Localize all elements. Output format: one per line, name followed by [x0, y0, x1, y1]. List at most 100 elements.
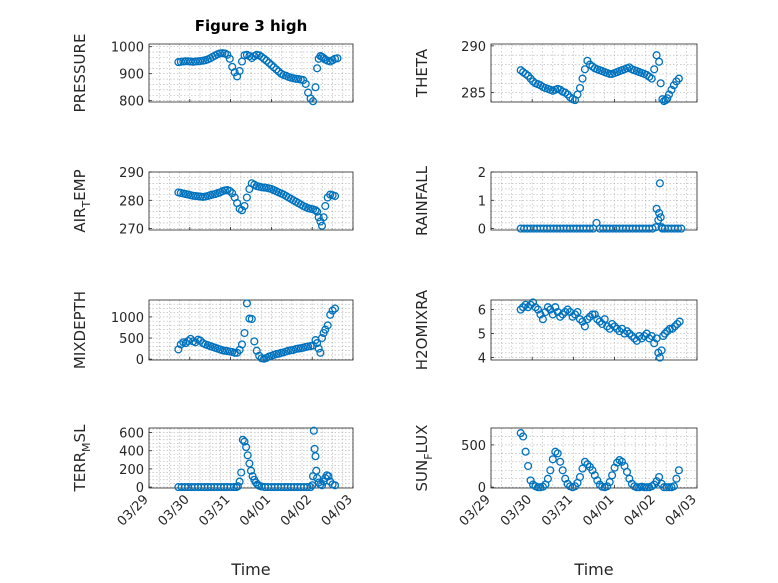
data-point [622, 467, 632, 476]
data-point [543, 474, 552, 483]
data-point [321, 201, 330, 211]
data-point [196, 336, 205, 345]
data-point [309, 426, 318, 435]
axes-frame [148, 299, 354, 361]
data-point [260, 54, 269, 63]
data-point [546, 466, 555, 475]
data-point [657, 346, 666, 355]
data-markers [174, 49, 342, 106]
data-point [242, 443, 251, 452]
data-point [247, 314, 256, 324]
data-point [635, 331, 644, 341]
data-point [328, 306, 337, 315]
data-markers [516, 51, 683, 106]
data-point [223, 50, 232, 59]
data-point [658, 224, 667, 233]
data-point [272, 65, 281, 74]
data-point [321, 325, 330, 334]
data-point [622, 327, 632, 336]
data-point [617, 324, 627, 333]
data-point [667, 85, 676, 94]
data-point [546, 305, 555, 314]
y-tick-label: 500 [461, 439, 486, 454]
data-point [580, 322, 589, 331]
data-point [250, 337, 259, 346]
data-point [230, 68, 239, 77]
data-point [245, 459, 254, 468]
data-point [598, 319, 607, 329]
y-tick-label: 2 [478, 166, 486, 181]
data-point [308, 481, 317, 490]
data-point [578, 74, 587, 83]
data-point [311, 206, 320, 215]
data-point [553, 449, 562, 458]
axes-frame [490, 43, 698, 103]
y-tick-label: 285 [461, 87, 486, 102]
axes-frame [148, 171, 354, 231]
data-point [253, 480, 262, 489]
data-point [312, 466, 321, 475]
data-point [314, 213, 323, 222]
data-point [613, 458, 622, 467]
data-point [181, 339, 190, 348]
data-point [533, 305, 543, 314]
data-point [225, 54, 234, 63]
data-point [610, 322, 619, 331]
data-point [675, 317, 684, 326]
subplot-h2omixra: 4 5 6 H2OMIXRA [413, 289, 698, 370]
data-point [311, 452, 320, 461]
data-point [583, 315, 592, 324]
data-point [516, 305, 525, 314]
data-point [556, 312, 565, 321]
data-point [588, 466, 597, 475]
data-point [677, 224, 686, 233]
data-point [656, 79, 665, 88]
data-point [317, 481, 327, 490]
data-point [229, 483, 238, 492]
x-axis-label: Time [230, 560, 270, 579]
data-point [238, 435, 247, 444]
data-point [673, 224, 683, 233]
data-point [575, 472, 585, 482]
data-point [580, 65, 589, 74]
data-point [650, 339, 659, 348]
data-markers [516, 298, 684, 362]
data-point [663, 94, 672, 103]
data-point [538, 482, 547, 491]
x-tick-label: 04/02 [622, 492, 659, 529]
y-axis-label: THETA [413, 48, 431, 98]
data-markers [174, 179, 340, 230]
y-axis-label: H2OMIXRA [413, 289, 431, 370]
data-point [647, 74, 656, 83]
data-point [669, 482, 678, 491]
x-tick-label: 03/30 [498, 492, 535, 529]
axes-frame [490, 427, 698, 489]
data-point [655, 353, 664, 362]
data-point [650, 65, 659, 74]
data-point [538, 315, 547, 324]
data-point [218, 49, 227, 58]
data-point [308, 97, 318, 106]
data-point [573, 307, 582, 317]
data-point [664, 483, 674, 492]
subplot-rainfall: 0 1 2 RAINFALL [413, 165, 698, 238]
data-point [655, 208, 664, 218]
data-point [583, 460, 592, 469]
x-tick-label: 03/29 [457, 492, 494, 529]
y-tick-label: 500 [119, 332, 144, 347]
y-tick-label: 4 [478, 352, 486, 367]
data-point [548, 310, 557, 319]
data-point [240, 437, 249, 446]
data-point [237, 340, 247, 349]
data-point [333, 54, 342, 63]
data-point [632, 483, 641, 492]
y-tick-label: 1 [478, 194, 486, 209]
data-point [659, 483, 669, 492]
data-point [246, 466, 256, 475]
data-point [655, 57, 664, 66]
data-point [672, 474, 681, 483]
y-tick-label: 290 [119, 166, 144, 181]
data-markers [174, 299, 340, 363]
axes-frame [148, 43, 354, 103]
